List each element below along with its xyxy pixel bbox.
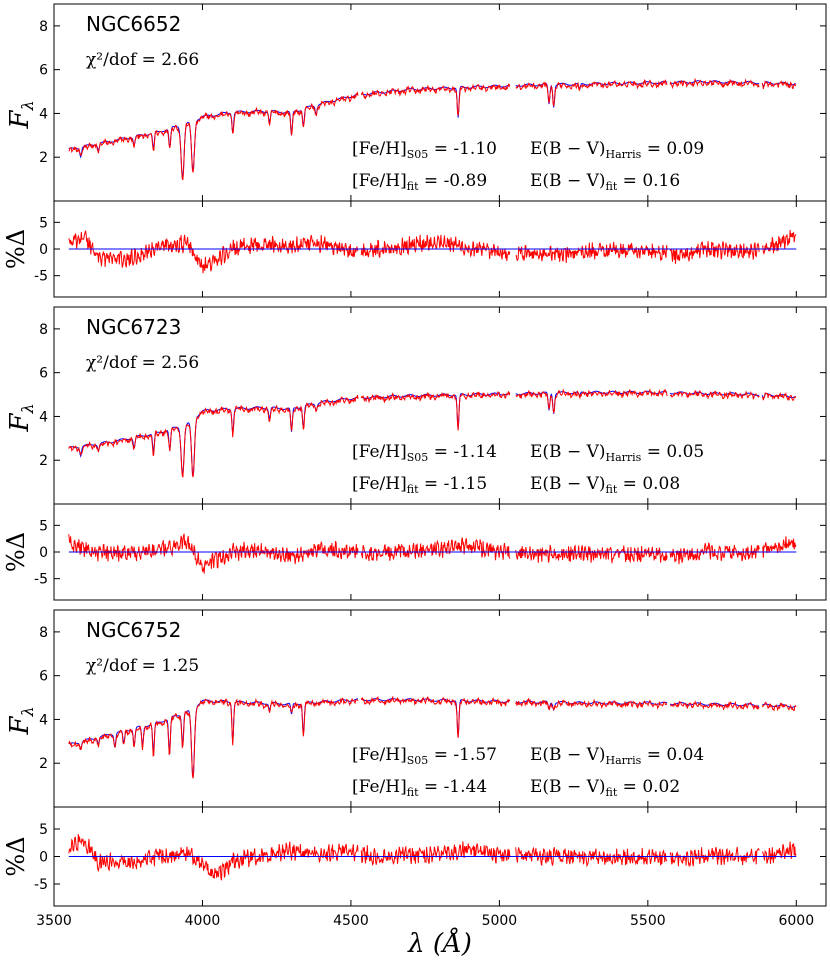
residual-y-tick-label: 0 bbox=[39, 850, 48, 866]
x-tick-label: 6000 bbox=[778, 913, 814, 929]
residual-curve-segment bbox=[762, 536, 797, 558]
observed-spectrum-segment bbox=[360, 695, 511, 738]
flux-y-tick-label: 8 bbox=[39, 322, 48, 338]
ebv-fit-label: E(B − V)fit = 0.02 bbox=[530, 777, 680, 799]
x-tick-label: 4500 bbox=[333, 913, 369, 929]
observed-spectrum-segment bbox=[761, 391, 797, 402]
model-spectrum-segment bbox=[68, 396, 359, 477]
model-spectrum-segment bbox=[68, 698, 359, 778]
x-tick-label: 5500 bbox=[630, 913, 666, 929]
feh-s05-label: [Fe/H]S05 = -1.57 bbox=[352, 745, 497, 767]
observed-spectrum-segment bbox=[761, 701, 797, 712]
observed-spectrum-segment bbox=[515, 79, 668, 107]
cluster-name: NGC6752 bbox=[86, 618, 181, 642]
feh-fit-label: [Fe/H]fit = -1.15 bbox=[352, 474, 487, 496]
model-spectrum-segment bbox=[515, 700, 668, 712]
observed-spectrum-segment bbox=[68, 697, 359, 779]
observed-spectrum-segment bbox=[360, 83, 511, 116]
residual-curve-segment bbox=[515, 241, 668, 264]
feh-s05-label: [Fe/H]S05 = -1.10 bbox=[352, 139, 497, 161]
x-tick-label: 4000 bbox=[185, 913, 221, 929]
residual-y-tick-label: 5 bbox=[39, 215, 48, 231]
chi2-dof-label: χ²/dof = 2.66 bbox=[86, 50, 199, 70]
residual-curve-segment bbox=[68, 230, 359, 274]
residual-curve-segment bbox=[761, 229, 797, 256]
cluster-name: NGC6723 bbox=[86, 315, 181, 339]
ebv-fit-label: E(B − V)fit = 0.08 bbox=[530, 474, 680, 496]
x-axis-label: λ (Å) bbox=[407, 927, 472, 959]
ebv-harris-label: E(B − V)Harris = 0.09 bbox=[530, 139, 704, 161]
chi2-dof-label: χ²/dof = 1.25 bbox=[86, 656, 199, 676]
model-spectrum-segment bbox=[361, 698, 510, 738]
cluster-name: NGC6652 bbox=[86, 12, 181, 36]
observed-spectrum-segment bbox=[68, 90, 359, 181]
residual-curve-segment bbox=[360, 234, 511, 262]
model-spectrum-segment bbox=[515, 390, 668, 414]
flux-y-axis-label: Fλ bbox=[5, 403, 37, 432]
residual-y-tick-label: 0 bbox=[39, 545, 48, 561]
residual-curve-segment bbox=[515, 846, 668, 868]
observed-spectrum-segment bbox=[360, 390, 511, 431]
residual-curve-segment bbox=[669, 541, 760, 565]
x-tick-label: 3500 bbox=[36, 913, 72, 929]
residual-y-tick-label: -5 bbox=[34, 269, 48, 285]
observed-spectrum-segment bbox=[515, 697, 668, 711]
residual-y-axis-label: %Δ bbox=[2, 532, 30, 572]
flux-y-axis-label: Fλ bbox=[5, 100, 37, 129]
flux-y-tick-label: 4 bbox=[39, 106, 48, 122]
feh-fit-label: [Fe/H]fit = -0.89 bbox=[352, 171, 487, 193]
ebv-fit-label: E(B − V)fit = 0.16 bbox=[530, 171, 680, 193]
flux-y-tick-label: 2 bbox=[39, 756, 48, 772]
chi2-dof-label: χ²/dof = 2.56 bbox=[86, 353, 199, 373]
residual-curve-segment bbox=[515, 544, 668, 564]
residual-curve-segment bbox=[360, 841, 511, 867]
panel-ngc6723: 2 4 6 8 -5 0 5 Fλ %Δ NGC6723 χ²/dof = 2.56 [Fe/H]S0… bbox=[2, 306, 827, 601]
ebv-harris-label: E(B − V)Harris = 0.04 bbox=[530, 745, 704, 767]
model-spectrum-segment bbox=[68, 93, 359, 179]
feh-s05-label: [Fe/H]S05 = -1.14 bbox=[352, 442, 497, 464]
residual-y-axis-label: %Δ bbox=[2, 836, 30, 876]
flux-y-tick-label: 4 bbox=[39, 409, 48, 425]
flux-y-axis-label: Fλ bbox=[5, 706, 37, 735]
observed-spectrum-segment bbox=[761, 80, 797, 90]
residual-y-tick-label: 0 bbox=[39, 242, 48, 258]
flux-y-tick-label: 2 bbox=[39, 150, 48, 166]
x-tick-label: 5000 bbox=[482, 913, 518, 929]
observed-spectrum-segment bbox=[669, 77, 760, 90]
flux-y-tick-label: 8 bbox=[39, 19, 48, 35]
ebv-harris-label: E(B − V)Harris = 0.05 bbox=[530, 442, 704, 464]
observed-spectrum-segment bbox=[669, 700, 760, 711]
observed-spectrum-segment bbox=[669, 389, 760, 400]
x-axis: 3500 4000 4500 5000 5500 6000 bbox=[36, 913, 814, 929]
flux-y-tick-label: 6 bbox=[39, 366, 48, 382]
flux-y-tick-label: 6 bbox=[39, 669, 48, 685]
residual-y-tick-label: -5 bbox=[34, 572, 48, 588]
flux-y-tick-label: 8 bbox=[39, 625, 48, 641]
residual-curve-segment bbox=[761, 841, 797, 864]
residual-curve-segment bbox=[360, 537, 511, 562]
flux-y-tick-label: 6 bbox=[39, 63, 48, 79]
observed-spectrum-segment bbox=[68, 394, 359, 478]
residual-y-tick-label: -5 bbox=[34, 877, 48, 893]
residual-y-axis-label: %Δ bbox=[2, 229, 30, 269]
flux-y-tick-label: 4 bbox=[39, 712, 48, 728]
residual-curve-segment bbox=[669, 241, 760, 264]
panel-ngc6752: 2 4 6 8 -5 0 5 Fλ %Δ NGC6752 χ²/dof = 1.25 [Fe/H]S0… bbox=[2, 609, 827, 907]
flux-y-tick-label: 2 bbox=[39, 453, 48, 469]
feh-fit-label: [Fe/H]fit = -1.44 bbox=[352, 777, 487, 799]
panel-ngc6652: 2 4 6 8 -5 0 5 Fλ %Δ NGC6652 χ²/dof = 2.66 [Fe/H]S0… bbox=[2, 3, 827, 298]
observed-spectrum-segment bbox=[515, 388, 668, 414]
residual-curve-segment bbox=[68, 533, 359, 574]
panels-group: 2 4 6 8 -5 0 5 Fλ %Δ NGC6652 χ²/dof = 2.66 [Fe/H]S0… bbox=[2, 3, 827, 907]
residual-curve-segment bbox=[68, 833, 359, 881]
residual-y-tick-label: 5 bbox=[39, 518, 48, 534]
residual-y-tick-label: 5 bbox=[39, 822, 48, 838]
